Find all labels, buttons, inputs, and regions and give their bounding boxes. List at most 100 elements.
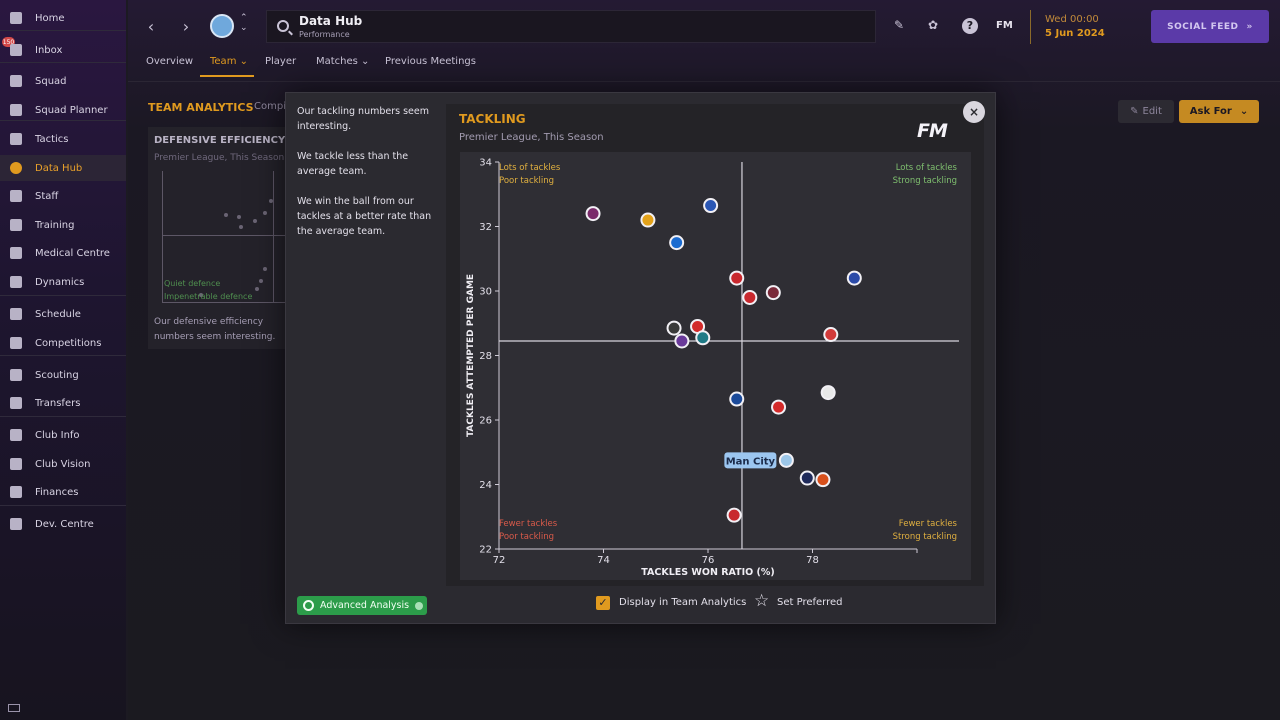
- sidebar-item-label: Data Hub: [35, 162, 83, 174]
- ask-for-button[interactable]: Ask For ⌄: [1179, 100, 1259, 123]
- mini-plot-dot: [224, 213, 228, 217]
- sidebar-item-schedule[interactable]: Schedule: [0, 301, 126, 327]
- close-button[interactable]: ×: [963, 101, 985, 123]
- scatter-plot: 22 24 26 28 30 32 34 72 74 76 78 TACKLES WON RATIO …: [460, 152, 971, 580]
- team-badge-fill: [671, 237, 683, 249]
- y-tick-label: 22: [479, 545, 492, 556]
- analysis-icon: [303, 600, 314, 611]
- highlight-label-box: [724, 452, 777, 469]
- shield-icon: [8, 428, 24, 442]
- sidebar-item-medical-centre[interactable]: Medical Centre: [0, 240, 126, 266]
- star-icon[interactable]: ☆: [754, 591, 770, 611]
- transfers-icon: [8, 396, 24, 410]
- sidebar-item-label: Club Vision: [35, 458, 91, 470]
- sidebar-item-label: Inbox: [35, 44, 63, 56]
- sidebar-item-training[interactable]: Training: [0, 212, 126, 238]
- club-badge-icon[interactable]: [210, 14, 234, 38]
- search-box[interactable]: Data Hub Performance: [266, 10, 876, 43]
- team-badge-fill: [731, 393, 743, 405]
- tab-team-label: Team: [210, 56, 237, 67]
- team-badge-fill: [692, 320, 704, 332]
- schedule-icon: [8, 307, 24, 321]
- sidebar-item-transfers[interactable]: Transfers: [0, 390, 126, 416]
- card-mini-plot: [162, 171, 287, 303]
- sidebar-item-label: Squad Planner: [35, 104, 108, 116]
- data-hub-icon: [8, 161, 24, 175]
- sidebar-item-dynamics[interactable]: Dynamics: [0, 269, 126, 295]
- sidebar-item-scouting[interactable]: Scouting: [0, 362, 126, 388]
- tab-player[interactable]: Player: [265, 56, 297, 67]
- tab-previous-meetings[interactable]: Previous Meetings: [385, 56, 476, 67]
- top-bar: ‹ ›: [128, 0, 1280, 52]
- team-badge-fill: [587, 208, 599, 220]
- quadrant-label: Fewer tackles: [499, 519, 558, 529]
- help-icon[interactable]: ?: [962, 18, 978, 34]
- section-title: TEAM ANALYTICS: [148, 101, 254, 114]
- continue-date[interactable]: Wed 00:00 5 Jun 2024: [1030, 10, 1140, 44]
- sidebar-item-dev-centre[interactable]: Dev. Centre: [0, 511, 126, 537]
- tackling-modal: Our tackling numbers seem interesting. W…: [285, 92, 996, 624]
- display-checkbox[interactable]: ✓: [596, 596, 610, 610]
- mini-plot-dot: [255, 287, 259, 291]
- team-badge-fill: [744, 291, 756, 303]
- settings-icon[interactable]: [8, 704, 20, 712]
- sidebar-item-inbox[interactable]: Inbox: [0, 37, 126, 63]
- forward-arrow-icon[interactable]: ›: [182, 17, 190, 36]
- fm-logo: FM: [917, 120, 948, 142]
- sidebar-item-tactics[interactable]: Tactics: [0, 126, 126, 152]
- sidebar-item-club-vision[interactable]: Club Vision: [0, 451, 126, 477]
- tactics-icon: [8, 132, 24, 146]
- sidebar-item-data-hub[interactable]: Data Hub: [0, 155, 126, 181]
- set-preferred-label[interactable]: Set Preferred: [777, 597, 843, 608]
- scatter-svg: 22 24 26 28 30 32 34 72 74 76 78 TACKLES WON RATIO …: [466, 158, 959, 578]
- advanced-analysis-button[interactable]: Advanced Analysis: [297, 596, 427, 615]
- quadrant-label: Strong tackling: [893, 532, 957, 542]
- date-day: 5 Jun 2024: [1045, 28, 1105, 39]
- sidebar-item-finances[interactable]: Finances: [0, 479, 126, 505]
- tab-team[interactable]: Team ⌄: [210, 56, 248, 67]
- brain-icon[interactable]: ✿: [928, 18, 939, 32]
- nav-divider: [0, 416, 126, 417]
- finances-icon: [8, 485, 24, 499]
- sidebar-item-label: Transfers: [35, 397, 81, 409]
- training-icon: [8, 218, 24, 232]
- fm-menu-icon[interactable]: FM: [996, 20, 1013, 31]
- social-feed-button[interactable]: SOCIAL FEED »: [1151, 10, 1269, 43]
- team-badge-fill: [642, 214, 654, 226]
- edit-label: Edit: [1142, 106, 1162, 117]
- edit-button[interactable]: ✎ Edit: [1118, 100, 1174, 123]
- tab-overview[interactable]: Overview: [146, 56, 194, 67]
- staff-icon: [8, 189, 24, 203]
- x-axis-label: TACKLES WON RATIO (%): [641, 567, 774, 578]
- defensive-efficiency-card[interactable]: DEFENSIVE EFFICIENCY Premier League, Thi…: [148, 127, 288, 349]
- date-time: Wed 00:00: [1045, 14, 1099, 25]
- sidebar-item-staff[interactable]: Staff: [0, 183, 126, 209]
- team-badge-fill: [817, 474, 829, 486]
- briefcase-icon: [8, 457, 24, 471]
- team-badge-fill: [801, 472, 813, 484]
- quadrant-label: Poor tackling: [499, 176, 554, 186]
- quadrant-label: Impenetrable defence: [164, 292, 253, 301]
- club-chevron-icon[interactable]: ⌃ ⌄: [240, 13, 248, 33]
- section-subtitle: Compil: [254, 101, 289, 112]
- page-subtitle: Performance: [299, 30, 350, 39]
- sidebar-item-competitions[interactable]: Competitions: [0, 330, 126, 356]
- sidebar-item-label: Club Info: [35, 429, 80, 441]
- sidebar-item-label: Scouting: [35, 369, 79, 381]
- mini-plot-dot: [269, 199, 273, 203]
- pencil-icon[interactable]: ✎: [894, 18, 905, 32]
- sidebar-item-label: Staff: [35, 190, 59, 202]
- ask-for-label: Ask For: [1189, 106, 1232, 117]
- chart-title: TACKLING: [459, 112, 526, 126]
- sidebar-item-home[interactable]: Home: [0, 5, 126, 31]
- nav-divider: [0, 295, 126, 296]
- sidebar-item-club-info[interactable]: Club Info: [0, 422, 126, 448]
- insight-text: We tackle less than the average team.: [297, 151, 409, 177]
- sidebar-item-squad[interactable]: Squad: [0, 68, 126, 94]
- back-arrow-icon[interactable]: ‹: [147, 17, 155, 36]
- tab-matches[interactable]: Matches ⌄: [316, 56, 370, 67]
- sidebar-item-squad-planner[interactable]: Squad Planner: [0, 97, 126, 123]
- y-tick-label: 26: [479, 416, 492, 427]
- squad-planner-icon: [8, 103, 24, 117]
- social-feed-label: SOCIAL FEED: [1167, 21, 1239, 32]
